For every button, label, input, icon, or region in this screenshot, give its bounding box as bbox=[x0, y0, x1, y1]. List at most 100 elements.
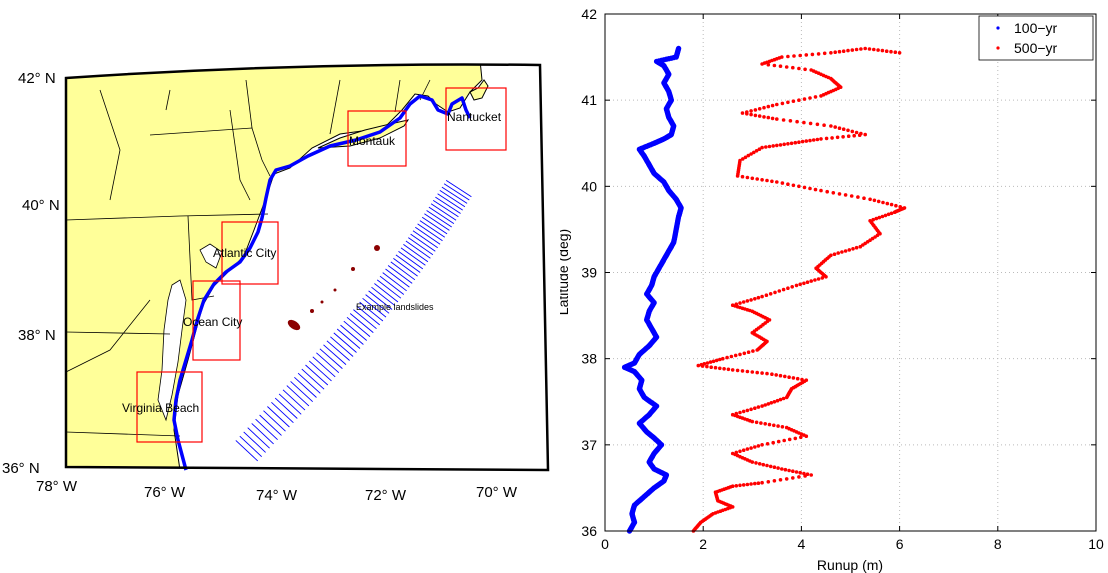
data-point bbox=[738, 410, 742, 415]
transect-line bbox=[263, 410, 286, 432]
data-point bbox=[775, 102, 779, 107]
transect-line bbox=[441, 186, 468, 204]
data-point bbox=[885, 201, 890, 206]
transect-line bbox=[408, 237, 434, 256]
data-point bbox=[786, 100, 790, 105]
data-point bbox=[804, 139, 809, 143]
data-point bbox=[819, 188, 823, 193]
transect-line bbox=[403, 244, 429, 263]
transect-line bbox=[247, 427, 270, 449]
data-point bbox=[893, 50, 898, 55]
data-point bbox=[775, 143, 779, 148]
transect-line bbox=[251, 423, 274, 445]
data-point bbox=[754, 461, 758, 465]
data-point bbox=[795, 376, 800, 381]
data-point bbox=[798, 53, 802, 58]
data-point bbox=[749, 298, 753, 302]
data-point bbox=[753, 297, 757, 301]
data-point bbox=[733, 353, 738, 358]
data-point bbox=[738, 449, 742, 454]
data-point bbox=[811, 138, 816, 142]
data-point bbox=[730, 484, 735, 489]
data-point bbox=[774, 373, 778, 377]
transect-line bbox=[424, 213, 450, 231]
data-point bbox=[730, 303, 735, 308]
data-point bbox=[883, 213, 888, 218]
data-point bbox=[809, 473, 813, 477]
y-tick-label: 42 bbox=[581, 6, 597, 22]
data-point bbox=[813, 187, 818, 192]
data-point bbox=[822, 123, 826, 127]
data-point bbox=[800, 377, 804, 382]
data-point bbox=[793, 436, 798, 441]
transect-line bbox=[330, 336, 354, 357]
lat-label-42: 42° N bbox=[18, 70, 56, 87]
transect-line bbox=[312, 356, 336, 378]
data-point bbox=[788, 119, 793, 123]
data-point bbox=[841, 49, 846, 54]
transect-line bbox=[308, 360, 332, 382]
data-point bbox=[859, 131, 863, 136]
transect-line bbox=[319, 348, 343, 369]
data-point bbox=[784, 477, 789, 481]
transect-line bbox=[271, 401, 294, 424]
data-point bbox=[872, 47, 876, 52]
transect-line bbox=[443, 183, 470, 201]
data-point bbox=[754, 149, 759, 153]
data-point bbox=[797, 140, 801, 144]
data-point bbox=[745, 175, 750, 180]
data-point bbox=[865, 240, 870, 244]
data-point bbox=[802, 281, 806, 286]
data-point bbox=[759, 421, 763, 425]
transect-line bbox=[267, 406, 290, 428]
data-point bbox=[721, 356, 725, 361]
x-tick-label: 8 bbox=[994, 536, 1002, 552]
data-point bbox=[877, 215, 882, 220]
data-point bbox=[764, 293, 769, 298]
transect-line bbox=[349, 313, 374, 333]
data-point bbox=[741, 448, 746, 453]
data-point bbox=[763, 403, 767, 407]
data-point bbox=[802, 97, 807, 101]
data-point bbox=[868, 197, 872, 202]
data-point bbox=[749, 407, 753, 412]
data-point bbox=[745, 447, 750, 451]
lon-label-72: 72° W bbox=[365, 487, 407, 504]
data-point bbox=[782, 142, 786, 147]
data-point bbox=[859, 47, 863, 51]
data-point bbox=[854, 245, 859, 250]
data-point bbox=[810, 52, 815, 57]
transect-lines bbox=[235, 180, 472, 462]
lat-label-38: 38° N bbox=[18, 327, 56, 344]
data-point bbox=[765, 442, 770, 446]
data-point bbox=[808, 96, 812, 100]
data-point bbox=[746, 350, 751, 355]
data-point bbox=[831, 191, 836, 195]
data-point bbox=[824, 136, 829, 141]
data-point bbox=[791, 476, 795, 480]
data-point bbox=[738, 301, 742, 305]
data-point bbox=[781, 118, 786, 122]
data-point bbox=[861, 243, 865, 247]
x-tick-label: 6 bbox=[896, 536, 904, 552]
data-point bbox=[775, 180, 779, 184]
data-point bbox=[757, 462, 762, 466]
data-point bbox=[750, 370, 755, 374]
data-point bbox=[858, 244, 863, 249]
data-point bbox=[841, 127, 846, 131]
data-point bbox=[780, 425, 785, 429]
transect-line bbox=[382, 272, 407, 292]
data-point bbox=[829, 51, 833, 55]
data-point bbox=[734, 302, 739, 307]
data-point bbox=[784, 65, 789, 69]
transect-line bbox=[336, 328, 361, 349]
transect-line bbox=[359, 301, 384, 322]
series-500yr bbox=[691, 46, 907, 533]
transect-line bbox=[333, 332, 357, 353]
transect-line bbox=[294, 376, 317, 398]
legend-marker-500yr bbox=[996, 46, 1000, 50]
data-point bbox=[836, 251, 841, 255]
data-point bbox=[880, 214, 885, 219]
transect-line bbox=[395, 254, 421, 273]
data-point bbox=[729, 354, 734, 359]
